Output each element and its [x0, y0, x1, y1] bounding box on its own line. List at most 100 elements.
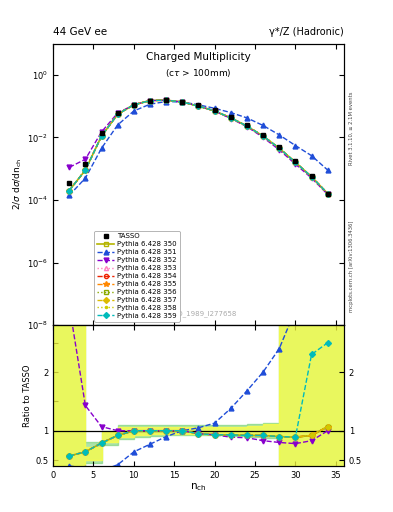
Pythia 6.428 351: [67, 193, 72, 199]
Pythia 6.428 355: [228, 115, 233, 121]
Pythia 6.428 351: [309, 153, 314, 159]
Pythia 6.428 356: [115, 111, 120, 117]
Pythia 6.428 357: [83, 167, 88, 173]
Text: mcplots.cern.ch [arXiv:1306.3436]: mcplots.cern.ch [arXiv:1306.3436]: [349, 221, 354, 312]
Pythia 6.428 359: [67, 187, 72, 194]
Line: Pythia 6.428 353: Pythia 6.428 353: [67, 98, 330, 196]
Pythia 6.428 352: [228, 116, 233, 122]
Line: Pythia 6.428 351: Pythia 6.428 351: [67, 99, 330, 198]
Pythia 6.428 352: [244, 123, 249, 130]
Line: Pythia 6.428 357: Pythia 6.428 357: [67, 98, 330, 196]
Pythia 6.428 355: [212, 108, 217, 114]
Line: Pythia 6.428 355: Pythia 6.428 355: [66, 97, 331, 197]
Line: Pythia 6.428 359: Pythia 6.428 359: [67, 98, 330, 196]
Pythia 6.428 350: [148, 97, 152, 103]
Pythia 6.428 359: [196, 103, 201, 109]
Pythia 6.428 350: [277, 145, 282, 152]
Pythia 6.428 352: [196, 103, 201, 109]
Pythia 6.428 351: [115, 122, 120, 128]
Line: Pythia 6.428 352: Pythia 6.428 352: [67, 98, 330, 197]
TASSO: [261, 132, 265, 138]
Pythia 6.428 358: [99, 133, 104, 139]
Pythia 6.428 359: [212, 108, 217, 114]
Pythia 6.428 353: [67, 187, 72, 194]
Pythia 6.428 350: [228, 115, 233, 121]
Pythia 6.428 358: [325, 190, 330, 197]
Pythia 6.428 353: [244, 123, 249, 129]
Pythia 6.428 354: [83, 167, 88, 173]
Pythia 6.428 354: [228, 115, 233, 121]
Pythia 6.428 356: [132, 102, 136, 108]
Pythia 6.428 357: [325, 190, 330, 197]
Pythia 6.428 355: [148, 97, 152, 103]
Pythia 6.428 356: [261, 133, 265, 139]
Pythia 6.428 359: [83, 167, 88, 173]
Line: Pythia 6.428 354: Pythia 6.428 354: [67, 98, 330, 196]
Pythia 6.428 350: [325, 190, 330, 197]
Pythia 6.428 353: [325, 190, 330, 197]
Pythia 6.428 358: [244, 123, 249, 129]
Line: Pythia 6.428 350: Pythia 6.428 350: [67, 98, 330, 196]
Pythia 6.428 353: [261, 133, 265, 139]
Pythia 6.428 352: [67, 164, 72, 170]
Pythia 6.428 350: [132, 102, 136, 108]
Pythia 6.428 358: [196, 103, 201, 109]
Pythia 6.428 353: [293, 159, 298, 165]
Line: Pythia 6.428 358: Pythia 6.428 358: [67, 98, 330, 196]
Pythia 6.428 356: [83, 167, 88, 173]
Pythia 6.428 358: [293, 159, 298, 165]
Pythia 6.428 355: [309, 174, 314, 180]
Pythia 6.428 356: [325, 190, 330, 197]
Pythia 6.428 353: [196, 103, 201, 109]
Pythia 6.428 351: [83, 175, 88, 181]
TASSO: [132, 102, 136, 108]
Pythia 6.428 354: [309, 174, 314, 180]
Pythia 6.428 351: [99, 145, 104, 152]
Pythia 6.428 354: [164, 97, 169, 103]
Pythia 6.428 354: [115, 111, 120, 117]
Pythia 6.428 354: [244, 123, 249, 129]
Pythia 6.428 357: [277, 145, 282, 152]
Pythia 6.428 350: [261, 133, 265, 139]
Pythia 6.428 354: [132, 102, 136, 108]
Text: γ*/Z (Hadronic): γ*/Z (Hadronic): [269, 27, 344, 37]
Pythia 6.428 357: [115, 111, 120, 117]
X-axis label: n$_{\rm ch}$: n$_{\rm ch}$: [190, 481, 207, 493]
Pythia 6.428 350: [115, 111, 120, 117]
Pythia 6.428 356: [99, 133, 104, 139]
Pythia 6.428 359: [164, 97, 169, 103]
Pythia 6.428 357: [261, 133, 265, 139]
Pythia 6.428 351: [325, 167, 330, 173]
Legend: TASSO, Pythia 6.428 350, Pythia 6.428 351, Pythia 6.428 352, Pythia 6.428 353, P: TASSO, Pythia 6.428 350, Pythia 6.428 35…: [94, 230, 180, 322]
Pythia 6.428 351: [277, 132, 282, 138]
Pythia 6.428 355: [99, 133, 104, 139]
Pythia 6.428 356: [277, 145, 282, 152]
Pythia 6.428 353: [164, 97, 169, 103]
Pythia 6.428 358: [115, 111, 120, 117]
TASSO: [293, 158, 298, 164]
Pythia 6.428 352: [277, 147, 282, 153]
Pythia 6.428 359: [228, 115, 233, 121]
Pythia 6.428 352: [148, 97, 152, 103]
Pythia 6.428 357: [244, 123, 249, 129]
Pythia 6.428 355: [83, 167, 88, 173]
Pythia 6.428 353: [228, 115, 233, 121]
Pythia 6.428 358: [277, 145, 282, 152]
Pythia 6.428 355: [293, 159, 298, 165]
TASSO: [67, 180, 72, 186]
Pythia 6.428 352: [115, 110, 120, 116]
Pythia 6.428 355: [115, 111, 120, 117]
Pythia 6.428 355: [132, 102, 136, 108]
Pythia 6.428 352: [212, 108, 217, 114]
Pythia 6.428 354: [67, 187, 72, 194]
Text: TASSO_1989_I277658: TASSO_1989_I277658: [160, 310, 237, 316]
Pythia 6.428 357: [293, 159, 298, 165]
Pythia 6.428 350: [212, 108, 217, 114]
Pythia 6.428 355: [196, 103, 201, 109]
Pythia 6.428 353: [180, 99, 185, 105]
Pythia 6.428 352: [164, 97, 169, 103]
Pythia 6.428 355: [277, 145, 282, 152]
Pythia 6.428 356: [148, 97, 152, 103]
Pythia 6.428 350: [164, 97, 169, 103]
Pythia 6.428 357: [309, 174, 314, 180]
